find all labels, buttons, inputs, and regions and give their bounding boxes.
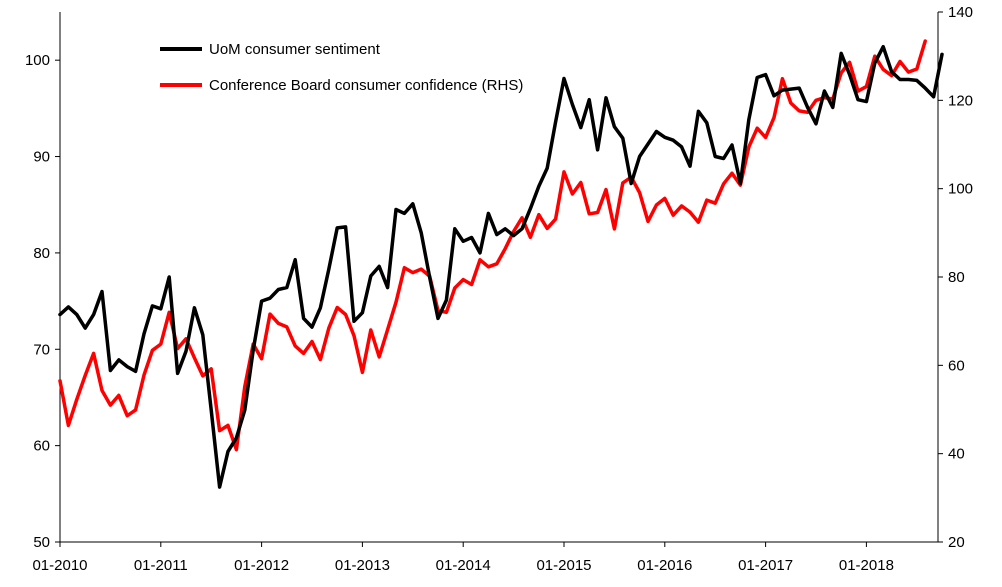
x-tick-label: 01-2011 <box>134 557 188 574</box>
right-y-tick-label: 140 <box>948 4 973 21</box>
left-y-tick-label: 60 <box>33 438 50 455</box>
right-y-tick-label: 60 <box>948 357 965 374</box>
legend-label-conference-board: Conference Board consumer confidence (RH… <box>209 77 523 94</box>
axes: 50 60 70 80 90 100 20 40 60 80 100 120 140 01-2010 01-… <box>25 4 973 574</box>
x-tick-label: 01-2018 <box>839 557 894 574</box>
conference-board-line <box>58 39 927 452</box>
uom-sentiment-line <box>58 44 944 489</box>
right-y-tick-label: 40 <box>948 446 965 463</box>
x-tick-label: 01-2015 <box>536 557 591 574</box>
left-y-tick-label: 90 <box>33 149 50 166</box>
left-y-tick-label: 70 <box>33 341 50 358</box>
left-y-tick-label: 100 <box>25 52 50 69</box>
right-y-tick-label: 20 <box>948 534 965 551</box>
x-tick-label: 01-2017 <box>738 557 793 574</box>
right-y-tick-label: 100 <box>948 181 973 198</box>
right-y-tick-label: 120 <box>948 92 973 109</box>
x-tick-label: 01-2014 <box>436 557 491 574</box>
x-tick-label: 01-2016 <box>637 557 692 574</box>
x-tick-label: 01-2010 <box>32 557 87 574</box>
right-y-tick-label: 80 <box>948 269 965 286</box>
x-tick-label: 01-2013 <box>335 557 390 574</box>
left-y-tick-label: 80 <box>33 245 50 262</box>
x-tick-label: 01-2012 <box>234 557 289 574</box>
legend: UoM consumer sentiment Conference Board c… <box>160 41 523 94</box>
left-y-tick-label: 50 <box>33 534 50 551</box>
legend-label-uom: UoM consumer sentiment <box>209 41 381 58</box>
series-lines <box>58 39 944 489</box>
